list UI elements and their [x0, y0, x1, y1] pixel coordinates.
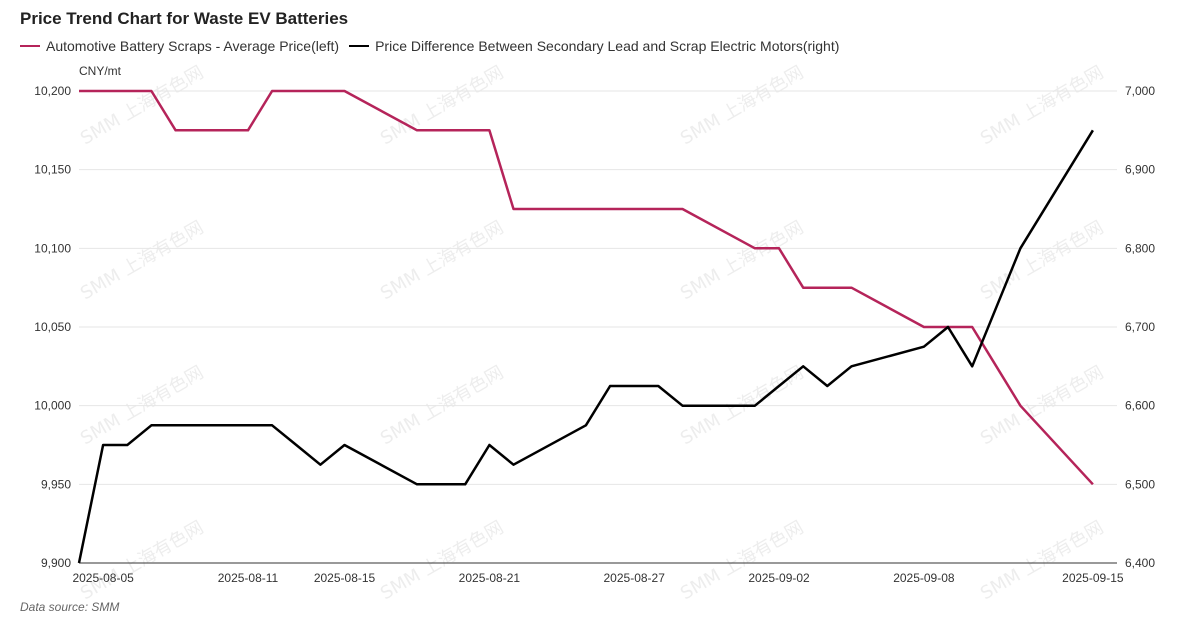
- gridlines: [79, 90, 1117, 564]
- right-axis-tick-label: 6,700: [1125, 320, 1155, 334]
- data-source-note: Data source: SMM: [20, 600, 120, 614]
- series-line-price-difference[interactable]: [77, 129, 1094, 564]
- legend-item-right-series[interactable]: Price Difference Between Secondary Lead …: [349, 38, 839, 54]
- legend-swatch-left: [20, 45, 40, 47]
- left-axis-tick-label: 9,950: [41, 477, 71, 491]
- watermark-text: SMM 上海有色网: [977, 62, 1107, 149]
- chart-title: Price Trend Chart for Waste EV Batteries: [20, 9, 349, 28]
- chart-legend: Automotive Battery Scraps - Average Pric…: [20, 38, 839, 54]
- legend-label-left: Automotive Battery Scraps - Average Pric…: [46, 38, 340, 54]
- watermark-text: SMM 上海有色网: [377, 217, 507, 304]
- watermark-text: SMM 上海有色网: [77, 62, 207, 149]
- watermark-text: SMM 上海有色网: [677, 517, 807, 604]
- series-lines: [77, 89, 1094, 564]
- left-axis-ticks: 9,900 9,950 10,000 10,050 10,100 10,150 10,200: [34, 84, 71, 570]
- left-axis-tick-label: 10,050: [34, 320, 71, 334]
- x-axis-tick-label: 2025-08-21: [459, 571, 521, 585]
- right-axis-ticks: 6,400 6,500 6,600 6,700 6,800 6,900 7,000: [1125, 84, 1155, 570]
- watermark-text: SMM 上海有色网: [77, 217, 207, 304]
- left-axis-tick-label: 9,900: [41, 556, 71, 570]
- right-axis-tick-label: 6,400: [1125, 556, 1155, 570]
- legend-swatch-right: [349, 45, 370, 47]
- left-axis-unit: CNY/mt: [79, 64, 121, 78]
- right-axis-tick-label: 7,000: [1125, 84, 1155, 98]
- x-axis-tick-label: 2025-08-05: [72, 571, 134, 585]
- watermark-text: SMM 上海有色网: [377, 62, 507, 149]
- x-axis-tick-label: 2025-09-15: [1062, 571, 1124, 585]
- right-axis-tick-label: 6,600: [1125, 399, 1155, 413]
- x-axis-tick-label: 2025-09-08: [893, 571, 955, 585]
- left-axis-tick-label: 10,200: [34, 84, 71, 98]
- x-axis-tick-label: 2025-08-15: [314, 571, 376, 585]
- watermark-text: SMM 上海有色网: [677, 62, 807, 149]
- watermark-text: SMM 上海有色网: [377, 517, 507, 604]
- series-line-battery-scrap-price[interactable]: [79, 89, 1094, 486]
- watermark-text: SMM 上海有色网: [77, 517, 207, 604]
- left-axis-tick-label: 10,100: [34, 241, 71, 255]
- x-axis-ticks: 2025-08-05 2025-08-11 2025-08-15 2025-08-21…: [72, 571, 1123, 585]
- x-axis-tick-label: 2025-08-11: [218, 571, 279, 585]
- watermark-text: SMM 上海有色网: [977, 217, 1107, 304]
- x-axis-tick-label: 2025-08-27: [604, 571, 666, 585]
- right-axis-tick-label: 6,900: [1125, 163, 1155, 177]
- legend-item-left-series[interactable]: Automotive Battery Scraps - Average Pric…: [20, 38, 339, 54]
- legend-label-right: Price Difference Between Secondary Lead …: [375, 38, 840, 54]
- right-axis-tick-label: 6,500: [1125, 477, 1155, 491]
- watermark-text: SMM 上海有色网: [977, 517, 1107, 604]
- right-axis-tick-label: 6,800: [1125, 241, 1155, 255]
- left-axis-tick-label: 10,000: [34, 399, 71, 413]
- left-axis-tick-label: 10,150: [34, 163, 71, 177]
- x-axis-tick-label: 2025-09-02: [748, 571, 810, 585]
